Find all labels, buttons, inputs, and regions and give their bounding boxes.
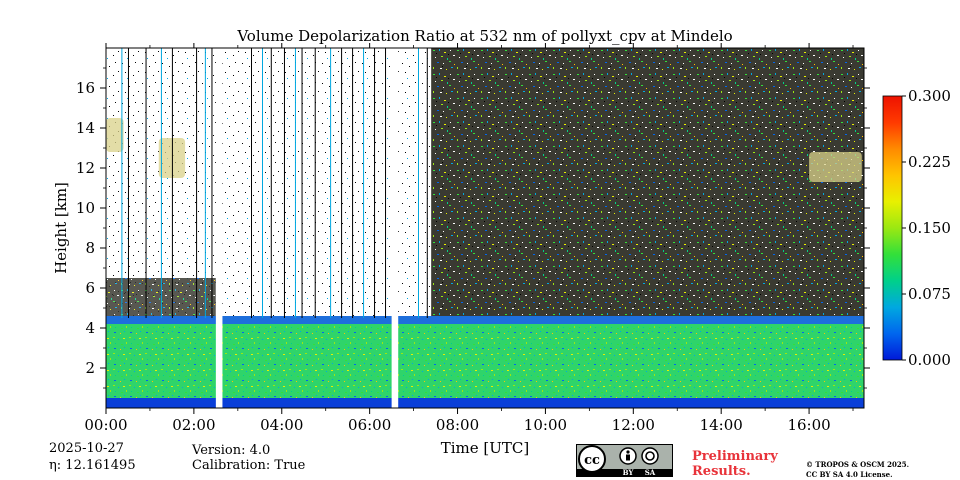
cirrus-patch-1 bbox=[809, 152, 862, 182]
x-tick-label: 04:00 bbox=[260, 416, 303, 434]
x-tick-label: 10:00 bbox=[524, 416, 567, 434]
colorbar bbox=[882, 95, 903, 361]
profile-streak bbox=[127, 48, 129, 318]
x-tick-label: 00:00 bbox=[84, 416, 127, 434]
sa-text: SA bbox=[645, 468, 656, 477]
profile-streak bbox=[341, 48, 343, 318]
profile-streak bbox=[301, 48, 303, 318]
profile-streak bbox=[314, 48, 316, 318]
heatmap-area bbox=[106, 48, 864, 408]
colorbar-ticks: 0.000 0.075 0.150 0.225 0.300 bbox=[902, 87, 951, 369]
preliminary-line1: Preliminary bbox=[692, 449, 778, 464]
aerosol-layer-top bbox=[106, 316, 864, 324]
aerosol-layer bbox=[106, 318, 864, 398]
y-tick-label: 14 bbox=[76, 119, 95, 137]
y-tick-label: 2 bbox=[85, 359, 95, 377]
profile-streak bbox=[417, 48, 419, 318]
copyright-notice: © TROPOS & OSCM 2025. CC BY SA 4.0 Licen… bbox=[806, 460, 909, 480]
cc-icon bbox=[578, 445, 606, 473]
copyright-line1: © TROPOS & OSCM 2025. bbox=[806, 460, 910, 469]
profile-streak bbox=[283, 48, 285, 318]
profile-streak bbox=[160, 48, 162, 318]
data-gap-0 bbox=[215, 48, 223, 408]
profile-streak bbox=[330, 48, 332, 318]
x-tick-label: 12:00 bbox=[612, 416, 655, 434]
colorbar-tick-label: 0.225 bbox=[908, 153, 951, 171]
profile-streak bbox=[211, 48, 213, 318]
chart-title: Volume Depolarization Ratio at 532 nm of… bbox=[236, 27, 732, 45]
calibration-text: Calibration: True bbox=[192, 458, 306, 473]
y-tick-label: 6 bbox=[85, 279, 95, 297]
version-text: Version: 4.0 bbox=[192, 443, 271, 458]
x-tick-label: 08:00 bbox=[436, 416, 479, 434]
colorbar-tick-label: 0.150 bbox=[908, 219, 951, 237]
noise-dense bbox=[431, 48, 864, 318]
cc-license-badge: cc BY SA bbox=[576, 444, 673, 477]
profile-streak bbox=[363, 48, 365, 318]
y-tick-label: 16 bbox=[76, 79, 95, 97]
profile-streak bbox=[426, 48, 428, 318]
preliminary-notice: Preliminary Results. bbox=[692, 449, 778, 479]
y-tick-label: 8 bbox=[85, 239, 95, 257]
y-tick-label: 10 bbox=[76, 199, 95, 217]
colorbar-tick-label: 0.075 bbox=[908, 285, 951, 303]
y-tick-label: 4 bbox=[85, 319, 95, 337]
profile-streak bbox=[171, 48, 173, 318]
profile-streak bbox=[385, 48, 387, 318]
profile-streak bbox=[261, 48, 263, 318]
cc-icon-text: cc bbox=[584, 453, 600, 468]
y-tick-label: 12 bbox=[76, 159, 95, 177]
profile-streak bbox=[374, 48, 376, 318]
surface-layer bbox=[106, 398, 864, 408]
eta-text: η: 12.161495 bbox=[49, 458, 136, 473]
cirrus-patch-2 bbox=[106, 118, 124, 152]
x-tick-label: 16:00 bbox=[787, 416, 830, 434]
by-text: BY bbox=[623, 468, 635, 477]
profile-streak bbox=[196, 48, 198, 318]
x-axis-ticks: 00:00 02:00 04:00 06:00 08:00 10:00 12:00 14:00… bbox=[84, 43, 854, 434]
x-tick-label: 02:00 bbox=[172, 416, 215, 434]
y-axis-ticks: 2 4 6 8 10 12 14 16 bbox=[76, 67, 870, 389]
profile-streak bbox=[352, 48, 354, 318]
data-gap-1 bbox=[391, 48, 399, 408]
noise-sparse bbox=[106, 48, 432, 318]
x-tick-label: 14:00 bbox=[700, 416, 743, 434]
x-axis-label: Time [UTC] bbox=[441, 439, 530, 457]
colorbar-tick-label: 0.000 bbox=[908, 351, 951, 369]
sa-icon bbox=[641, 447, 659, 465]
profile-streak bbox=[145, 48, 147, 318]
y-axis-label: Height [km] bbox=[52, 182, 70, 274]
profile-streak bbox=[294, 48, 296, 318]
profile-streak bbox=[251, 48, 253, 318]
preliminary-line2: Results. bbox=[692, 464, 751, 479]
profile-streak bbox=[270, 48, 272, 318]
profile-streak bbox=[121, 48, 123, 318]
copyright-line2: CC BY SA 4.0 License. bbox=[806, 470, 893, 479]
date-text: 2025-10-27 bbox=[49, 441, 124, 456]
x-tick-label: 06:00 bbox=[348, 416, 391, 434]
colorbar-tick-label: 0.300 bbox=[908, 87, 951, 105]
profile-streak bbox=[204, 48, 206, 318]
